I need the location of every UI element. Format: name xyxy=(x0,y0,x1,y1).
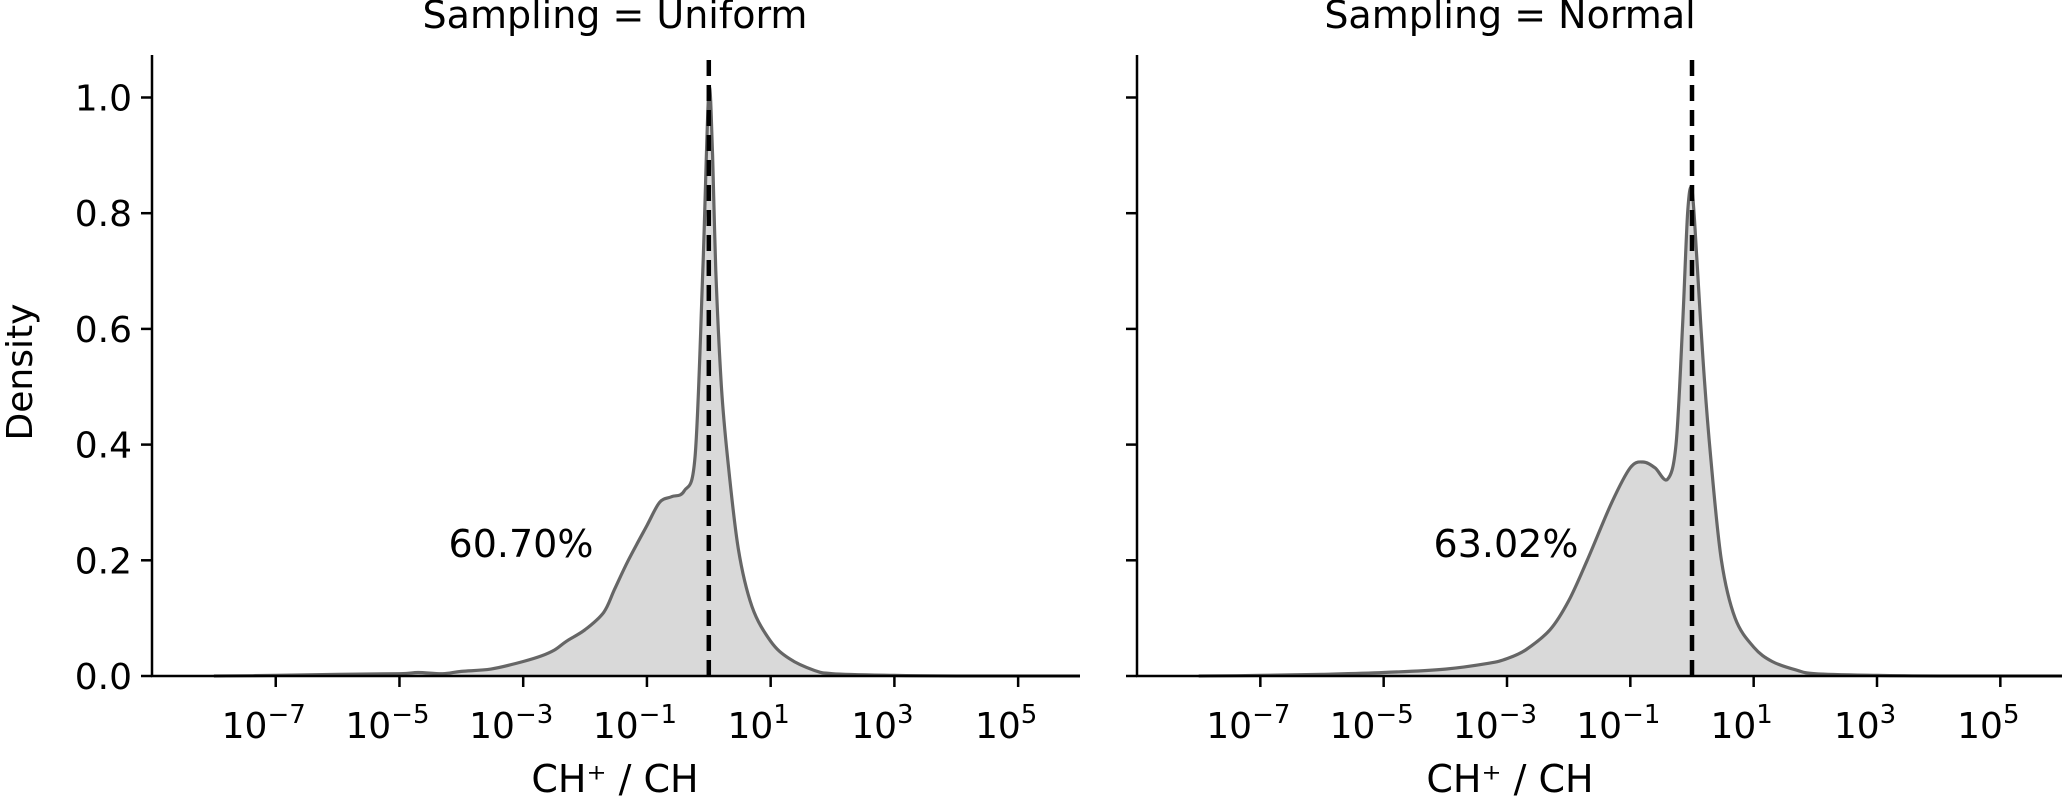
x-tick-label: 101 xyxy=(1710,700,1772,747)
x-axis-label: CH⁺ / CH xyxy=(531,757,698,801)
percentage-annotation: 63.02% xyxy=(1434,522,1579,566)
density-fill xyxy=(1198,187,2062,677)
density-line xyxy=(213,86,1080,678)
x-tick-label: 10−7 xyxy=(222,700,306,747)
x-tick-label: 103 xyxy=(1834,700,1896,747)
panel-uniform: Sampling = Uniform Density CH⁺ / CH 60.7… xyxy=(0,0,1080,801)
y-tick-label: 0.4 xyxy=(75,426,132,467)
x-tick-label: 10−1 xyxy=(593,700,677,747)
x-tick-label: 105 xyxy=(975,700,1037,747)
x-tick-label: 101 xyxy=(727,700,789,747)
y-tick-label: 1.0 xyxy=(75,78,132,119)
density-line xyxy=(1198,185,2062,678)
percentage-annotation: 60.70% xyxy=(449,522,594,566)
x-tick-label: 10−7 xyxy=(1206,700,1290,747)
x-tick-label: 10−5 xyxy=(1330,700,1414,747)
y-tick-label: 0.8 xyxy=(75,194,132,235)
density-fill xyxy=(213,87,1080,676)
panel-normal: Sampling = Normal CH⁺ / CH 63.02% 10−7 10… xyxy=(1126,0,2062,801)
y-tick-label: 0.0 xyxy=(75,657,132,698)
x-axis-label: CH⁺ / CH xyxy=(1426,757,1593,801)
y-tick-label: 0.2 xyxy=(75,541,132,582)
x-tick-label: 10−3 xyxy=(469,700,553,747)
x-tick-label: 10−5 xyxy=(345,700,429,747)
y-tick-label: 0.6 xyxy=(75,310,132,351)
panel-title: Sampling = Normal xyxy=(1324,0,1695,37)
y-axis-label: Density xyxy=(0,304,41,441)
x-tick-label: 103 xyxy=(851,700,913,747)
x-tick-label: 10−3 xyxy=(1453,700,1537,747)
x-tick-label: 10−1 xyxy=(1576,700,1660,747)
x-tick-label: 105 xyxy=(1957,700,2019,747)
panel-title: Sampling = Uniform xyxy=(423,0,808,37)
